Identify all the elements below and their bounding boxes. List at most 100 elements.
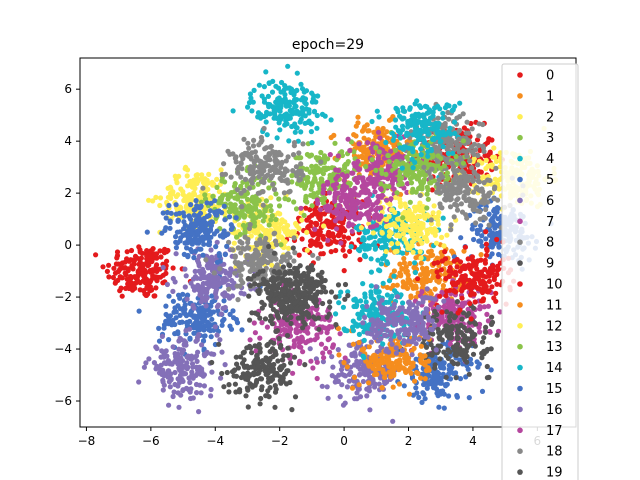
- scatter-point: [307, 346, 313, 352]
- scatter-point: [275, 358, 281, 364]
- scatter-point: [296, 225, 302, 232]
- scatter-point: [269, 262, 275, 268]
- scatter-point: [170, 275, 176, 282]
- scatter-point: [184, 296, 190, 302]
- scatter-point: [198, 371, 204, 377]
- scatter-point: [380, 367, 386, 373]
- scatter-point: [378, 352, 384, 358]
- scatter-point: [238, 160, 244, 166]
- scatter-point: [303, 183, 309, 189]
- scatter-point: [204, 263, 210, 269]
- scatter-point: [253, 201, 259, 207]
- scatter-point: [173, 354, 179, 360]
- scatter-point: [401, 260, 407, 266]
- scatter-point: [422, 376, 428, 382]
- scatter-point: [190, 364, 196, 370]
- scatter-point: [192, 185, 198, 191]
- scatter-point: [193, 172, 199, 178]
- scatter-point: [292, 394, 299, 400]
- scatter-point: [274, 135, 280, 141]
- scatter-point: [266, 222, 272, 228]
- scatter-point: [274, 161, 280, 167]
- scatter-point: [407, 360, 413, 366]
- scatter-point: [238, 174, 244, 180]
- scatter-point: [321, 165, 327, 171]
- scatter-point: [276, 95, 282, 101]
- scatter-point: [432, 365, 438, 371]
- scatter-point: [300, 349, 306, 355]
- scatter-point: [430, 274, 436, 280]
- scatter-point: [237, 354, 244, 360]
- scatter-point: [200, 185, 206, 191]
- scatter-point: [320, 171, 326, 177]
- scatter-point: [212, 290, 219, 297]
- scatter-point: [263, 69, 269, 75]
- scatter-point: [361, 237, 367, 243]
- scatter-point: [182, 310, 188, 316]
- scatter-point: [405, 272, 411, 278]
- scatter-point: [276, 203, 283, 209]
- scatter-point: [310, 232, 316, 238]
- scatter-point: [260, 202, 266, 208]
- scatter-point: [373, 244, 379, 251]
- scatter-point: [468, 316, 474, 322]
- scatter-point: [157, 195, 164, 201]
- scatter-point: [93, 252, 99, 258]
- scatter-point: [170, 393, 176, 400]
- scatter-point: [232, 367, 238, 373]
- scatter-point: [244, 196, 251, 202]
- scatter-point: [330, 364, 336, 370]
- scatter-point: [273, 115, 279, 121]
- scatter-point: [146, 356, 152, 362]
- scatter-point: [188, 280, 194, 286]
- scatter-point: [462, 273, 468, 279]
- scatter-point: [219, 322, 225, 328]
- scatter-point: [190, 302, 196, 309]
- scatter-point: [476, 169, 482, 175]
- scatter-point: [492, 225, 498, 231]
- scatter-point: [209, 299, 215, 305]
- scatter-point: [67, 262, 72, 267]
- scatter-point: [170, 298, 176, 304]
- scatter-point: [244, 255, 250, 261]
- scatter-point: [209, 316, 215, 322]
- scatter-point: [316, 229, 322, 235]
- scatter-point: [232, 270, 238, 276]
- scatter-point: [216, 189, 222, 195]
- scatter-point: [451, 315, 457, 321]
- scatter-point: [191, 177, 197, 183]
- scatter-point: [390, 282, 396, 289]
- scatter-point: [379, 385, 385, 391]
- scatter-point: [443, 293, 449, 299]
- scatter-point: [160, 379, 166, 385]
- scatter-point: [337, 331, 343, 337]
- scatter-point: [219, 171, 225, 177]
- scatter-point: [458, 322, 464, 328]
- scatter-point: [230, 247, 236, 253]
- scatter-point: [243, 393, 249, 399]
- scatter-point: [216, 341, 222, 347]
- scatter-point: [294, 70, 300, 76]
- scatter-point: [311, 108, 318, 114]
- scatter-point: [172, 305, 178, 311]
- scatter-point: [264, 342, 270, 348]
- scatter-point: [159, 333, 165, 339]
- scatter-point: [153, 285, 159, 291]
- scatter-point: [257, 223, 263, 229]
- scatter-point: [296, 360, 302, 366]
- scatter-point: [183, 164, 189, 170]
- scatter-point: [357, 257, 363, 263]
- scatter-point: [202, 192, 208, 198]
- scatter-point: [124, 249, 130, 255]
- scatter-point: [422, 268, 428, 274]
- scatter-point: [384, 135, 391, 141]
- scatter-point: [451, 360, 457, 367]
- scatter-point: [286, 115, 292, 121]
- scatter-point: [337, 394, 343, 400]
- scatter-point: [264, 324, 270, 330]
- chart-title: epoch=29: [292, 37, 364, 53]
- scatter-point: [481, 174, 487, 180]
- scatter-point: [265, 93, 271, 99]
- scatter-point: [226, 286, 232, 292]
- scatter-point: [154, 363, 160, 369]
